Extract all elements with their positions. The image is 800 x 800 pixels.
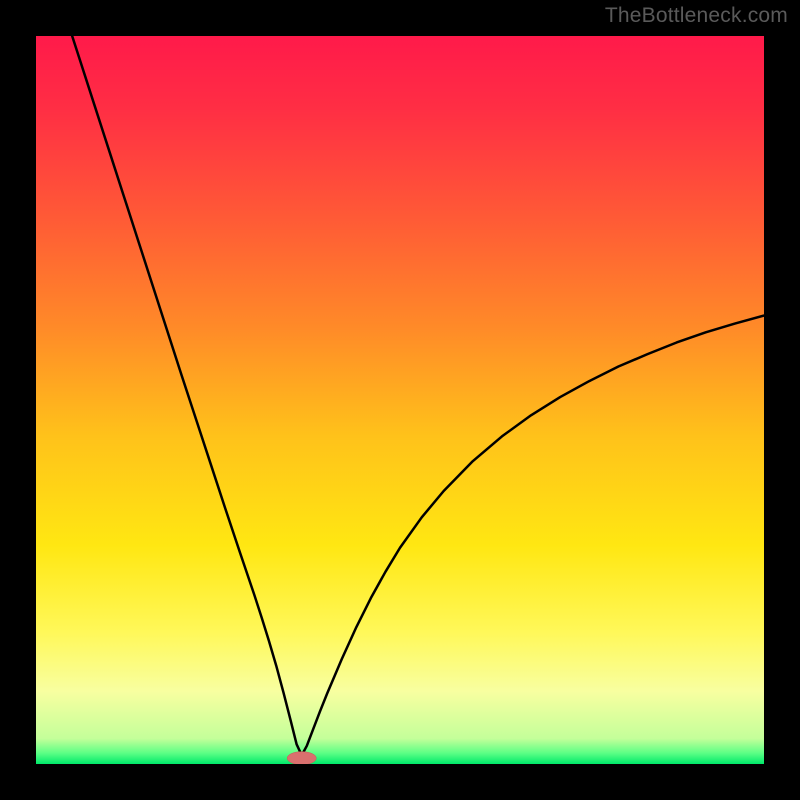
bottleneck-chart: TheBottleneck.com bbox=[0, 0, 800, 800]
chart-svg bbox=[0, 0, 800, 800]
watermark-text: TheBottleneck.com bbox=[605, 4, 788, 28]
